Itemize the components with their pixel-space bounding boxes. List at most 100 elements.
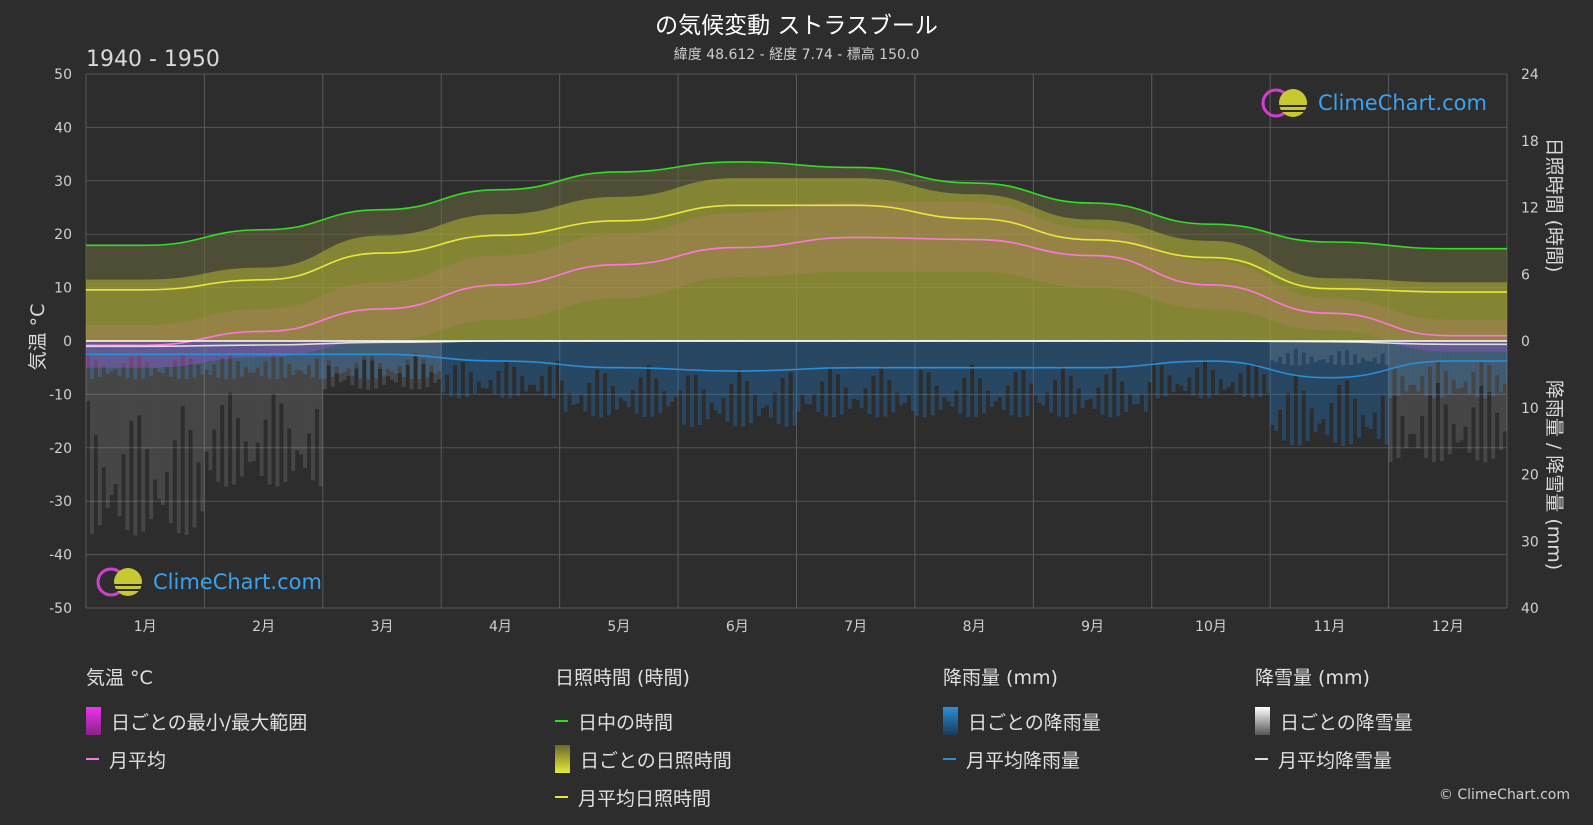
rain-bar — [1428, 341, 1433, 367]
snow-bar — [1333, 341, 1338, 365]
snow-bar — [239, 341, 244, 477]
rain-bar — [397, 341, 402, 367]
rain-bar — [1396, 341, 1401, 397]
rain-bar — [1159, 341, 1164, 366]
sunshine-fill-band — [86, 161, 1507, 341]
snow-bar — [192, 341, 197, 528]
rain-avg-line — [86, 353, 1507, 379]
snow-bar — [184, 341, 189, 535]
sunshine-avg-swatch — [555, 796, 568, 798]
logo-text: ClimeChart.com — [153, 570, 322, 594]
rain-bar — [232, 341, 236, 379]
rain-bar — [1139, 341, 1144, 395]
rain-bar — [543, 341, 548, 397]
rain-bar — [776, 341, 781, 425]
rain-bar — [654, 341, 659, 379]
snow-bar — [208, 341, 213, 471]
snow-bar — [1380, 341, 1385, 354]
rain-bar — [97, 341, 102, 378]
rain-bar — [1475, 341, 1480, 398]
snow-bar — [180, 341, 185, 407]
sunshine-swatch — [555, 745, 570, 773]
rain-bar — [875, 341, 880, 418]
rain-bar — [855, 341, 860, 400]
rain-bar — [1001, 341, 1006, 410]
rain-bar — [413, 341, 418, 354]
snow-bar — [1384, 341, 1389, 366]
snow-bar — [267, 341, 272, 485]
rain-bar — [970, 341, 975, 365]
month-label: 2月 — [252, 619, 275, 635]
rain-bar — [1017, 341, 1022, 418]
snow-bar — [1499, 341, 1504, 450]
rain-bar — [658, 341, 663, 414]
rain-bar — [812, 341, 817, 394]
rain-bar — [220, 341, 225, 358]
temp-tick-label: -30 — [49, 494, 72, 510]
rain-bar — [863, 341, 868, 389]
rain-bar — [235, 341, 240, 362]
rain-bar — [429, 341, 434, 366]
period-label: 1940 - 1950 — [86, 47, 220, 72]
snow-bar — [164, 341, 169, 473]
chart-subtitle: 緯度 48.612 - 経度 7.74 - 標高 150.0 — [673, 47, 920, 63]
rain-bar — [954, 341, 959, 391]
rain-bar — [1384, 341, 1389, 445]
rain-bar — [149, 341, 154, 376]
snow-bar — [1455, 341, 1460, 443]
rain-bar — [1274, 341, 1279, 431]
rain-bar — [1218, 341, 1223, 380]
rain-bar — [547, 341, 552, 367]
legend-rain: 降雨量 (mm) 日ごとの降雨量 月平均降雨量 — [943, 663, 1101, 778]
snow-bar — [113, 341, 118, 484]
snow-bar — [1424, 341, 1429, 458]
rain-bar — [1313, 341, 1318, 432]
legend-rain-daily: 日ごとの降雨量 — [968, 711, 1101, 734]
rain-bar — [437, 341, 442, 371]
rain-bar — [299, 341, 304, 371]
snow-bar — [188, 341, 193, 430]
rain-bar — [796, 341, 801, 412]
legend-rain-avg: 月平均降雨量 — [966, 749, 1081, 772]
snow-bar — [1463, 341, 1468, 427]
snow-bar — [259, 341, 264, 476]
rain-bar — [160, 341, 165, 374]
legend-daylight: 日中の時間 — [578, 711, 674, 734]
snow-bar — [299, 341, 304, 455]
rain-bar — [820, 341, 825, 382]
rain-bar — [200, 341, 205, 375]
sunshine-tick-label: 24 — [1521, 67, 1539, 83]
rain-bar — [441, 341, 446, 393]
temp-tick-label: 40 — [54, 120, 72, 136]
rain-bar — [563, 341, 568, 413]
rain-bar — [1321, 341, 1326, 419]
rain-bar — [1191, 341, 1196, 396]
rain-bar — [989, 341, 994, 407]
rain-bar — [1487, 341, 1492, 366]
rain-bar — [251, 341, 256, 373]
rain-bar — [314, 341, 319, 359]
logo-text: ClimeChart.com — [1318, 91, 1487, 115]
snow-bar — [1483, 341, 1488, 463]
rain-bar — [354, 341, 359, 363]
snow-bar — [366, 341, 371, 390]
rain-bar — [389, 341, 394, 372]
rain-bar — [1025, 341, 1030, 416]
rain-bar — [772, 341, 777, 393]
snow-bar — [370, 341, 375, 361]
rain-bar — [350, 341, 355, 376]
rain-bar — [1068, 341, 1073, 376]
rain-bar — [697, 341, 702, 426]
rain-bar — [930, 341, 935, 416]
rain-bar — [579, 341, 584, 395]
snow-bar — [1459, 341, 1464, 441]
sunshine-tick-label: 18 — [1521, 134, 1539, 150]
rain-bar — [342, 341, 347, 372]
temp-tick-label: -50 — [49, 601, 72, 617]
snow-bar — [1396, 341, 1401, 458]
rain-bar — [472, 341, 477, 394]
rain-bar — [1013, 341, 1018, 373]
rain-bar — [729, 341, 734, 385]
precip-tick-label: 40 — [1521, 601, 1539, 617]
